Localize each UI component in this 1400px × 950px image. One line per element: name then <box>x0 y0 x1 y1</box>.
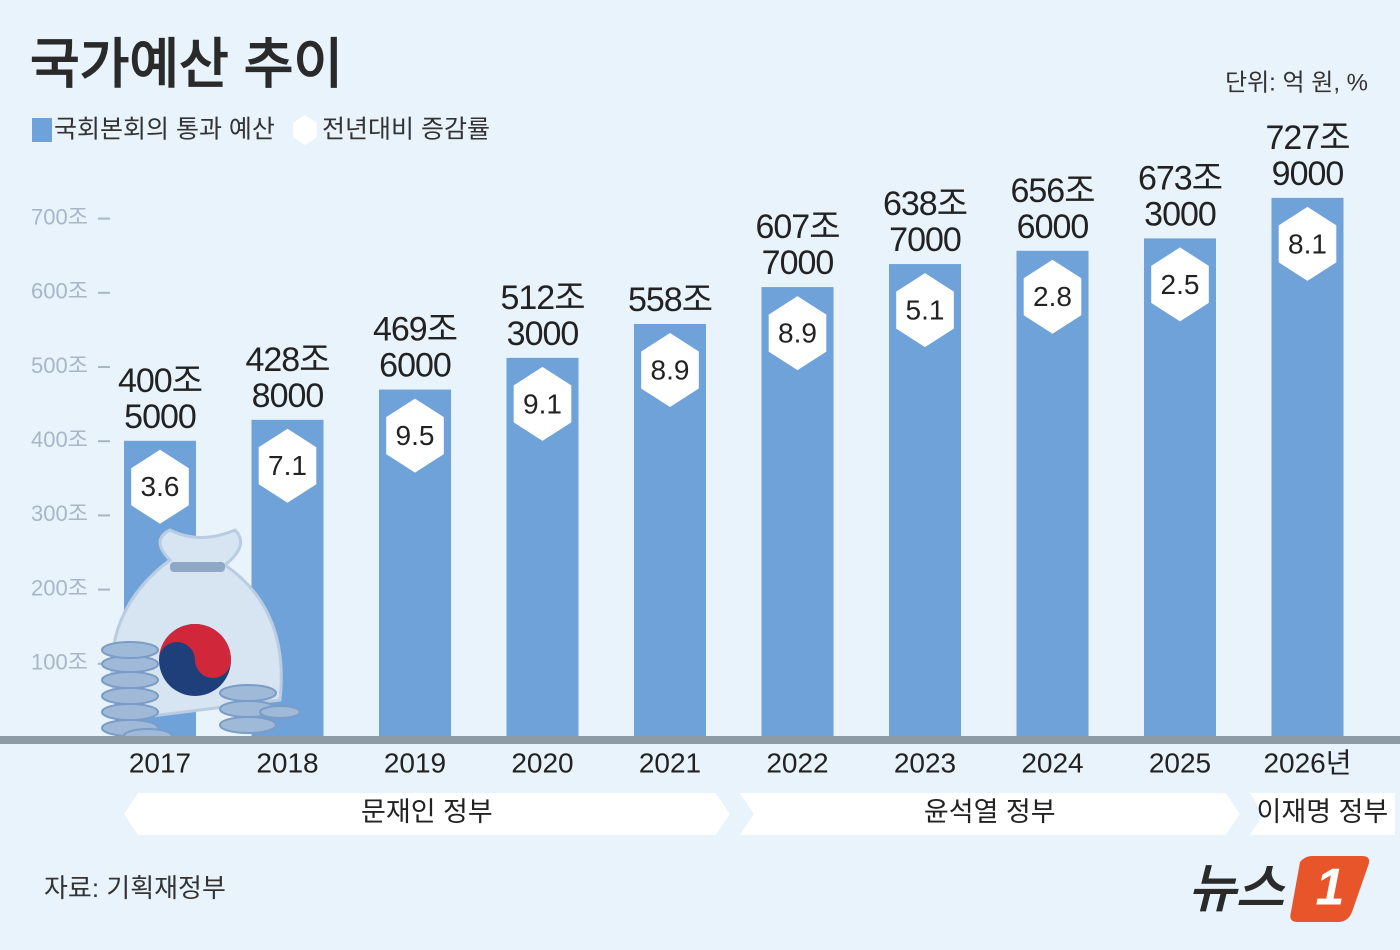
x-tick-label: 2022 <box>766 747 828 778</box>
chart-title: 국가예산 추이 <box>30 34 343 94</box>
growth-marker <box>131 449 189 524</box>
growth-marker <box>896 273 954 348</box>
value-label: 400조 <box>118 362 202 400</box>
y-tick-label: 200조 <box>31 575 88 600</box>
growth-label: 9.5 <box>396 420 435 451</box>
unit-note: 단위: 억 원, % <box>1225 69 1368 96</box>
money-bag <box>101 528 301 744</box>
logo-mark: 1 <box>1316 859 1345 917</box>
growth-marker <box>258 428 317 503</box>
legend-label: 국회본회의 통과 예산 <box>54 116 275 144</box>
value-label: 7000 <box>889 221 961 259</box>
growth-marker <box>768 296 827 371</box>
coins <box>101 641 301 744</box>
growth-marker <box>641 333 699 407</box>
value-label: 6000 <box>379 347 451 385</box>
group-ribbon <box>124 793 730 835</box>
logo-badge <box>1290 856 1370 922</box>
group-ribbon <box>1249 793 1395 835</box>
bar <box>1144 238 1216 738</box>
growth-label: 2.5 <box>1161 269 1200 300</box>
value-label: 469조 <box>373 311 457 349</box>
y-tick-label: 300조 <box>31 501 88 526</box>
group-label: 문재인 정부 <box>361 797 493 827</box>
logo: 뉴스 1 <box>1188 856 1370 922</box>
value-label: 558조 <box>628 281 712 319</box>
value-label: 3000 <box>1144 195 1216 233</box>
logo-text: 뉴스 <box>1188 861 1286 919</box>
growth-label: 7.1 <box>268 450 307 481</box>
source: 자료: 기획재정부 <box>44 873 226 903</box>
y-tick-label: 400조 <box>31 427 88 452</box>
emblem-red <box>159 624 231 678</box>
y-tick-label: 600조 <box>31 279 88 304</box>
value-label: 673조 <box>1138 159 1222 197</box>
y-tick-label: 700조 <box>31 204 88 229</box>
x-tick-label: 2019 <box>384 747 446 778</box>
bar <box>1271 197 1344 738</box>
x-tick-label: 2020 <box>511 747 573 778</box>
growth-marker <box>1151 247 1209 322</box>
value-label: 428조 <box>245 341 329 379</box>
bag-tie <box>170 562 225 572</box>
value-label: 656조 <box>1010 172 1094 210</box>
growth-marker <box>1278 206 1337 281</box>
value-label: 9000 <box>1272 155 1344 193</box>
value-label: 7000 <box>762 244 834 282</box>
legend-swatch <box>293 115 317 145</box>
x-tick-label: 2021 <box>639 747 701 778</box>
x-tick-label: 2024 <box>1021 747 1083 778</box>
baseline <box>0 736 1400 744</box>
x-tick-label: 2023 <box>894 747 956 778</box>
value-label: 6000 <box>1017 208 1089 246</box>
growth-label: 8.9 <box>778 317 817 348</box>
growth-label: 9.1 <box>523 388 562 419</box>
x-tick-label: 2017 <box>129 747 191 778</box>
growth-marker <box>386 398 444 473</box>
growth-label: 8.9 <box>651 354 690 385</box>
value-label: 512조 <box>500 279 584 317</box>
growth-marker <box>1023 259 1082 334</box>
value-label: 5000 <box>124 398 196 436</box>
legend-label: 전년대비 증감률 <box>322 116 490 144</box>
y-tick-label: 500조 <box>31 353 88 378</box>
group-label: 윤석열 정부 <box>924 797 1056 827</box>
value-label: 3000 <box>507 315 579 353</box>
x-tick-label: 2025 <box>1149 747 1211 778</box>
x-tick-label: 2018 <box>256 747 318 778</box>
value-label: 607조 <box>755 208 839 246</box>
x-tick-label: 2026년 <box>1263 747 1351 778</box>
legend-swatch <box>32 118 52 142</box>
group-ribbon <box>739 793 1240 835</box>
value-label: 638조 <box>883 185 967 223</box>
growth-label: 2.8 <box>1033 281 1072 312</box>
growth-label: 3.6 <box>141 471 180 502</box>
group-label: 이재명 정부 <box>1257 797 1389 827</box>
value-label: 727조 <box>1265 119 1349 157</box>
growth-marker <box>513 366 572 441</box>
growth-label: 8.1 <box>1288 228 1327 259</box>
value-label: 8000 <box>252 377 324 415</box>
growth-label: 5.1 <box>906 294 945 325</box>
y-tick-label: 100조 <box>31 650 88 675</box>
